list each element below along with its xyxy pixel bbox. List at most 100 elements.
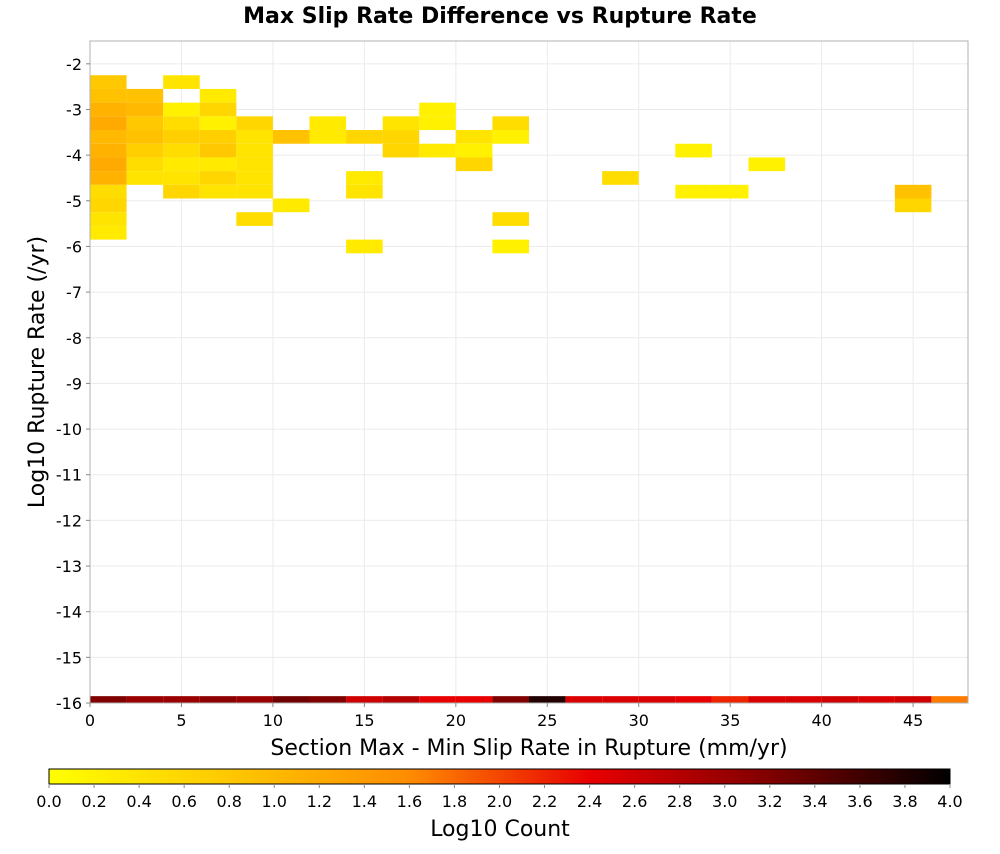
heatmap-cell: [90, 171, 127, 185]
heatmap-cell: [199, 102, 237, 117]
heatmap-cell: [90, 102, 127, 117]
heatmap-cell-bottom-row: [126, 696, 164, 703]
heatmap-cell: [492, 212, 529, 226]
colorbar-tick-label: 2.4: [577, 792, 602, 811]
heatmap-cell: [90, 143, 127, 158]
heatmap-cell: [199, 184, 237, 199]
y-tick-label: -16: [56, 694, 82, 713]
heatmap-cell: [163, 184, 200, 199]
heatmap-cell: [163, 171, 200, 185]
heatmap-cell-bottom-row: [382, 696, 420, 703]
heatmap-cell: [126, 171, 164, 185]
colorbar-tick-label: 2.6: [622, 792, 647, 811]
heatmap-cell-bottom-row: [199, 696, 237, 703]
heatmap-cell: [236, 116, 273, 131]
heatmap-cell-bottom-row: [309, 696, 347, 703]
heatmap-cell: [382, 116, 420, 131]
heatmap-cell: [126, 143, 164, 158]
colorbar-tick-label: 1.4: [352, 792, 377, 811]
colorbar-tick-label: 3.0: [712, 792, 737, 811]
heatmap-cell: [163, 75, 200, 89]
colorbar-tick-label: 0.8: [216, 792, 241, 811]
x-tick-label: 40: [811, 711, 831, 730]
heatmap-cell: [382, 143, 420, 158]
x-tick-label: 45: [903, 711, 923, 730]
heatmap-cell: [199, 130, 237, 144]
heatmap-cell: [455, 143, 493, 158]
x-axis-label: Section Max - Min Slip Rate in Rupture (…: [270, 736, 787, 761]
heatmap-cell: [90, 184, 127, 199]
heatmap-cell: [675, 184, 712, 199]
heatmap-cell: [236, 171, 273, 185]
heatmap-cell: [163, 130, 200, 144]
heatmap-cell: [455, 157, 493, 172]
heatmap-cell: [492, 130, 529, 144]
heatmap-cell: [199, 157, 237, 172]
heatmap-cells: [90, 75, 968, 703]
colorbar-tick-label: 3.6: [847, 792, 872, 811]
colorbar-tick-label: 0.2: [81, 792, 106, 811]
heatmap-cell-bottom-row: [90, 696, 127, 703]
heatmap-cell: [236, 130, 273, 144]
y-tick-label: -2: [66, 55, 82, 74]
heatmap-cell: [199, 143, 237, 158]
colorbar-tick-label: 2.0: [487, 792, 512, 811]
x-axis-ticks: 0 5 10 15 20 25 30 35 40 45: [85, 703, 923, 730]
y-axis-ticks: -2 -3 -4 -5 -6 -7 -8 -9 -10 -11 -12 -13 -14 -15 -16: [56, 55, 90, 713]
heatmap-cell-bottom-row: [346, 696, 383, 703]
heatmap-cell: [382, 130, 420, 144]
heatmap-cell: [90, 225, 127, 240]
heatmap-cell-bottom-row: [821, 696, 859, 703]
heatmap-cell-bottom-row: [931, 696, 968, 703]
colorbar-tick-label: 1.0: [262, 792, 287, 811]
plot-frame: [89, 40, 969, 704]
heatmap-cell: [309, 130, 347, 144]
heatmap-cell: [455, 130, 493, 144]
y-axis-label: Log10 Rupture Rate (/yr): [25, 236, 50, 508]
colorbar-tick-label: 2.2: [532, 792, 557, 811]
heatmap-cell-bottom-row: [272, 696, 310, 703]
colorbar-label: Log10 Count: [430, 817, 570, 842]
heatmap-cell: [126, 157, 164, 172]
y-tick-label: -5: [66, 192, 82, 211]
y-tick-label: -12: [56, 511, 82, 530]
x-tick-label: 0: [85, 711, 95, 730]
heatmap-cell-bottom-row: [675, 696, 712, 703]
colorbar-tick-label: 3.4: [802, 792, 827, 811]
y-tick-label: -9: [66, 374, 82, 393]
x-tick-label: 25: [537, 711, 557, 730]
heatmap-cell-bottom-row: [529, 696, 566, 703]
heatmap-cell: [236, 143, 273, 158]
heatmap-cell: [346, 171, 383, 185]
heatmap-cell-bottom-row: [748, 696, 786, 703]
y-tick-label: -13: [56, 557, 82, 576]
heatmap-cell: [346, 184, 383, 199]
colorbar-tick-label: 3.2: [757, 792, 782, 811]
heatmap-cell: [236, 184, 273, 199]
heatmap-cell: [199, 171, 237, 185]
heatmap-cell-bottom-row: [492, 696, 529, 703]
x-tick-label: 35: [720, 711, 740, 730]
colorbar-tick-label: 1.8: [442, 792, 467, 811]
colorbar-tick-label: 1.6: [397, 792, 422, 811]
heatmap-cell: [894, 184, 932, 199]
heatmap-cell: [602, 171, 639, 185]
heatmap-cell: [492, 116, 529, 131]
y-tick-label: -10: [56, 420, 82, 439]
heatmap-cell: [419, 143, 456, 158]
x-tick-label: 10: [263, 711, 283, 730]
heatmap-cell: [346, 239, 383, 254]
heatmap-cell-bottom-row: [894, 696, 932, 703]
heatmap-cell: [126, 102, 164, 117]
heatmap-cell-bottom-row: [455, 696, 493, 703]
heatmap-cell: [90, 116, 127, 131]
y-tick-label: -4: [66, 146, 82, 165]
heatmap-cell-bottom-row: [858, 696, 895, 703]
colorbar-tick-label: 0.6: [171, 792, 196, 811]
colorbar-tick-label: 3.8: [892, 792, 917, 811]
heatmap-cell: [90, 88, 127, 103]
heatmap-cell-bottom-row: [602, 696, 639, 703]
colorbar-tick-label: 2.8: [667, 792, 692, 811]
heatmap-cell: [90, 75, 127, 89]
